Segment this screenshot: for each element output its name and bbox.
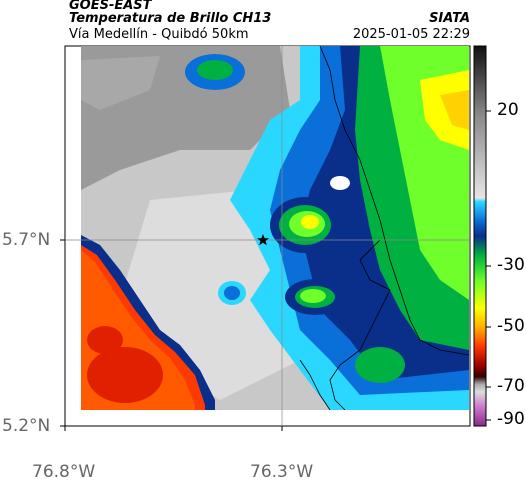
map-header: GOES-EAST Temperatura de Brillo CH13 Vía… (0, 0, 526, 46)
lat-label-5-7: 5.7°N (2, 230, 51, 250)
colorbar (473, 45, 487, 427)
product-title: Temperatura de Brillo CH13 (69, 11, 272, 26)
star-icon (257, 234, 269, 246)
colorbar-label-minus30: -30 (497, 255, 525, 275)
colorbar-label-minus70: -70 (497, 376, 525, 396)
region-subtitle: Vía Medellín - Quibdó 50km (69, 27, 249, 42)
colorbar-label-20: 20 (497, 100, 519, 120)
source-label: SIATA (429, 11, 470, 26)
lon-label-76-8: 76.8°W (32, 462, 96, 482)
lon-label-76-3: 76.3°W (250, 462, 314, 482)
colorbar-label-minus50: -50 (497, 316, 525, 336)
datetime-label: 2025-01-05 22:29 (352, 27, 470, 42)
border-line (319, 46, 469, 356)
satellite-name: GOES-EAST (69, 0, 152, 13)
lat-label-5-2: 5.2°N (2, 416, 51, 436)
colorbar-label-minus90: -90 (497, 409, 525, 429)
